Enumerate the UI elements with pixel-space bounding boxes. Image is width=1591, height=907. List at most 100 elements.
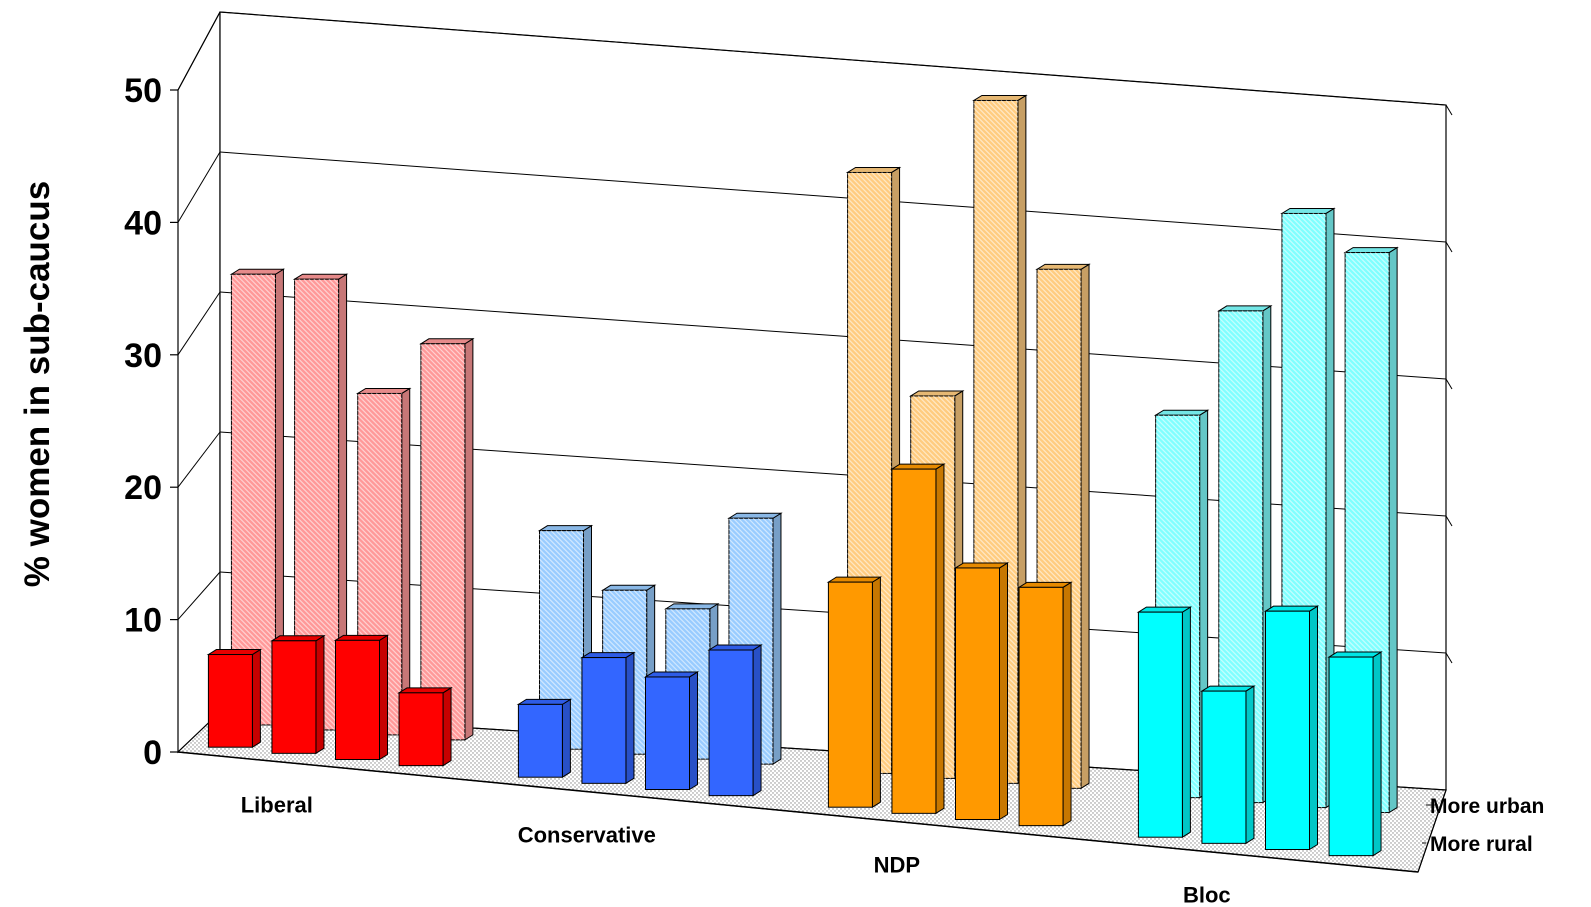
bar-hatch (1344, 577, 1390, 622)
bar-hatch (1281, 487, 1327, 533)
bar-hatch (235, 273, 276, 315)
bar-hatch (303, 278, 340, 315)
bar-hatch (1281, 262, 1327, 308)
bar-hatch (1241, 310, 1264, 333)
bar-hatch (973, 502, 1019, 548)
bar-hatch (313, 278, 340, 305)
bar-hatch (230, 624, 276, 670)
bar-hatch (728, 523, 774, 569)
bar-hatch (1344, 517, 1390, 562)
bar-hatch (1155, 517, 1201, 563)
bar-hatch (357, 409, 403, 455)
bar-hatch (1218, 442, 1264, 488)
bar-hatch (1218, 382, 1264, 428)
bar-hatch (260, 273, 276, 290)
bar-hatch (570, 530, 584, 544)
bar-hatch (1344, 317, 1390, 362)
bar-hatch (1344, 627, 1390, 672)
bar-hatch (1231, 310, 1264, 343)
bar-hatch (1344, 562, 1390, 607)
bar-hatch (1218, 497, 1264, 543)
y-tick-label: 40 (124, 204, 162, 242)
bar-hatch (973, 347, 1019, 393)
bar-hatch (608, 589, 648, 629)
bar-hatch (294, 384, 340, 430)
bar-front (207, 654, 253, 748)
bar-hatch (1155, 442, 1201, 488)
bar-hatch (847, 217, 892, 263)
bar-hatch (230, 384, 276, 430)
bar-hatch (1281, 277, 1327, 323)
bar-hatch (1344, 412, 1390, 457)
bar-hatch (420, 399, 466, 445)
bar-hatch (230, 359, 276, 405)
bar-top (1280, 207, 1336, 214)
bar-front (398, 692, 444, 767)
bar-hatch (1344, 312, 1390, 357)
bar-hatch (685, 608, 711, 634)
bar-hatch (420, 454, 466, 500)
bar-hatch (545, 530, 584, 569)
bar-hatch (910, 412, 956, 458)
bar-hatch (230, 319, 276, 365)
bar-hatch (420, 354, 466, 400)
bar-hatch (1281, 512, 1327, 558)
bar-hatch (230, 604, 276, 650)
bar-hatch (1218, 347, 1264, 393)
bar-hatch (973, 412, 1019, 458)
bar-hatch (1036, 272, 1082, 318)
bar-hatch (328, 278, 340, 290)
bar-hatch (973, 437, 1019, 483)
bar-hatch (230, 439, 276, 485)
bar-hatch (1344, 522, 1390, 567)
bar-hatch (973, 432, 1019, 478)
bar-hatch (665, 613, 711, 659)
bar-hatch (695, 608, 711, 624)
bar-hatch (973, 357, 1019, 403)
bar-hatch (1155, 457, 1201, 503)
bar-hatch (1344, 472, 1390, 517)
bar-hatch (973, 397, 1019, 443)
bar-hatch (847, 302, 892, 348)
bar-hatch (613, 589, 648, 624)
bar-hatch (1281, 542, 1327, 588)
bar-hatch (420, 549, 466, 595)
bar-hatch (1036, 552, 1082, 598)
bar-hatch (1036, 402, 1082, 448)
bar-hatch (847, 347, 892, 393)
bar-hatch (230, 569, 276, 615)
bar-hatch (1218, 547, 1264, 593)
bar-hatch (1218, 447, 1264, 493)
bar-hatch (990, 100, 1019, 128)
bar-hatch (420, 449, 466, 495)
bar-hatch (420, 524, 466, 570)
bar-hatch (1218, 597, 1264, 643)
bar-hatch (294, 564, 340, 610)
bar-hatch (728, 548, 774, 594)
bar-hatch (847, 427, 892, 473)
bar-hatch (1287, 213, 1327, 253)
bar-hatch (1344, 347, 1390, 392)
bar-hatch (1344, 292, 1390, 337)
bar-hatch (1218, 472, 1264, 518)
bar-top (229, 268, 286, 275)
bar-hatch (1010, 100, 1019, 108)
bar-hatch (420, 569, 466, 615)
bar-hatch (539, 533, 584, 579)
bar-hatch (1155, 447, 1201, 493)
bar-hatch (847, 382, 892, 428)
bar-hatch (294, 279, 340, 325)
bar-hatch (420, 409, 466, 455)
bar-hatch (1281, 382, 1327, 428)
bar-hatch (973, 172, 1019, 218)
bar-hatch (420, 434, 466, 480)
bar-hatch (973, 302, 1019, 348)
bar-hatch (973, 157, 1019, 203)
bar-hatch (357, 519, 403, 565)
bar-hatch (728, 543, 774, 589)
bar-hatch (294, 524, 340, 570)
bar-hatch (357, 604, 403, 650)
bar-hatch (230, 429, 276, 475)
bar-hatch (1344, 367, 1390, 412)
bar-hatch (847, 242, 892, 288)
